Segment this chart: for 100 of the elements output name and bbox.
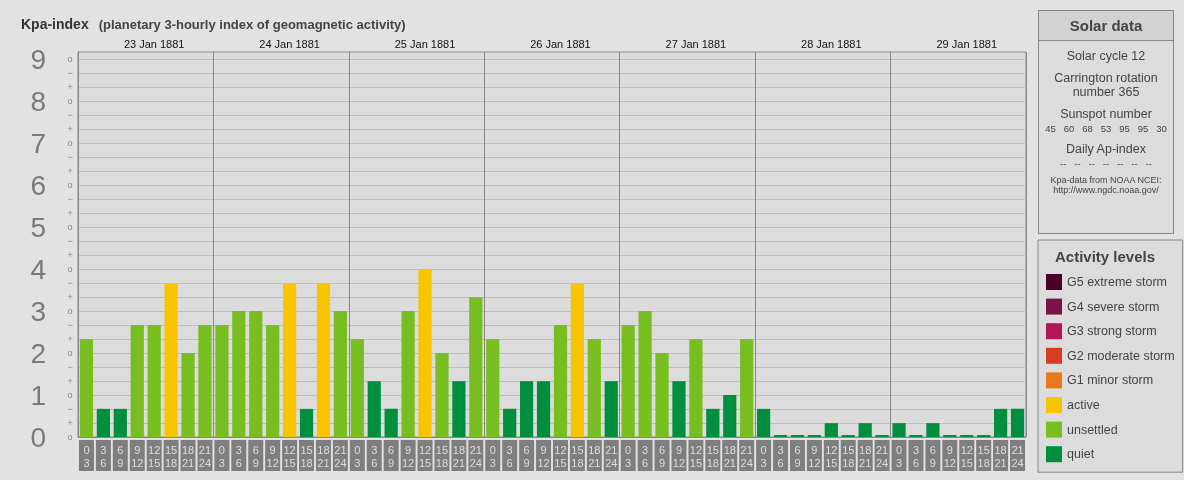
x-tick-label: 9 12 (266, 443, 279, 469)
x-tick-label: 18 21 (723, 443, 736, 469)
bar (570, 282, 584, 437)
bar (367, 381, 381, 437)
x-tick-label: 9 12 (672, 443, 686, 469)
x-tick-label: 21 24 (1011, 443, 1024, 469)
x-tick-label: 0 3 (354, 443, 361, 469)
text: − (67, 404, 73, 415)
text: + (67, 334, 73, 345)
text: − (67, 278, 73, 289)
bar (469, 297, 483, 437)
bar (892, 423, 906, 437)
bar (621, 324, 635, 437)
x-tick-label: 3 6 (642, 443, 649, 469)
bar (536, 381, 551, 437)
bar (384, 408, 398, 437)
text: o (67, 54, 73, 65)
text: Sunspot number (1059, 107, 1153, 121)
x-tick-label: 18 21 (994, 443, 1007, 469)
bar (452, 381, 466, 437)
legend-label: G5 extreme storm (1067, 275, 1168, 289)
bar (503, 408, 517, 437)
bar (215, 324, 229, 437)
x-tick-label: 0 3 (489, 443, 496, 469)
x-tick-label: 9 12 (537, 443, 550, 469)
x-tick-label: 3 6 (235, 443, 242, 469)
bar (638, 311, 652, 437)
text: 29 Jan 1881 (936, 38, 998, 50)
x-tick-label: 3 6 (506, 443, 513, 469)
text: 45 60 68 53 95 95 30 (1044, 123, 1168, 134)
x-tick-label: 18 21 (317, 443, 330, 469)
bar (655, 353, 669, 437)
text: + (67, 418, 73, 429)
x-tick-label: 15 18 (842, 443, 855, 469)
bar (757, 408, 771, 437)
text: 27 Jan 1881 (665, 38, 727, 50)
bar (130, 324, 144, 437)
text: o (67, 306, 73, 317)
x-tick-label: 21 24 (334, 443, 347, 469)
legend-label: G1 minor storm (1067, 373, 1154, 388)
y-tick-label: 5 (30, 211, 46, 243)
x-tick-label: 3 6 (912, 443, 920, 469)
bar (299, 408, 314, 437)
bar (689, 339, 703, 437)
text: − (67, 194, 73, 205)
x-tick-label: 0 3 (218, 443, 225, 469)
x-tick-label: 9 12 (131, 443, 144, 469)
x-tick-label: 6 9 (794, 443, 801, 469)
x-tick-label: 6 9 (929, 443, 936, 469)
y-tick-label: 3 (30, 295, 46, 327)
x-tick-label: 15 18 (300, 443, 313, 469)
x-tick-label: 21 24 (875, 443, 889, 469)
x-tick-label: 6 9 (388, 443, 395, 469)
text: Carrington rotation number 365 (1053, 71, 1159, 99)
x-tick-label: 15 18 (977, 443, 990, 469)
bar (553, 324, 568, 437)
bar (249, 311, 263, 437)
x-tick-label: 12 15 (554, 443, 567, 469)
y-tick-label: 1 (30, 379, 46, 411)
bar (333, 311, 347, 437)
bar (672, 381, 686, 437)
legend-label: unsettled (1067, 422, 1118, 437)
text: 25 Jan 1881 (394, 38, 456, 50)
text: o (67, 390, 73, 401)
x-tick-label: 3 6 (371, 443, 378, 469)
x-tick-label: 3 6 (100, 443, 107, 469)
x-tick-label: 6 9 (117, 443, 124, 469)
y-tick-label: 4 (30, 253, 46, 285)
x-tick-label: 0 3 (83, 443, 90, 469)
y-tick-label: 8 (30, 85, 46, 117)
text: o (67, 96, 73, 107)
legend-title: Activity levels (1054, 247, 1156, 265)
legend-label: G3 strong storm (1067, 324, 1157, 339)
x-tick-label: 6 9 (252, 443, 259, 469)
bar (486, 339, 500, 437)
bar (198, 324, 212, 437)
text: + (67, 376, 73, 387)
text: -- -- -- -- -- -- -- (1059, 158, 1153, 169)
text: 24 Jan 1881 (259, 38, 320, 50)
bar (926, 423, 940, 437)
chart-subtitle: (planetary 3-hourly index of geomagnetic activity) (98, 16, 406, 32)
bar (96, 408, 110, 437)
bar (520, 381, 534, 437)
x-tick-label: 12 15 (825, 443, 838, 469)
text: 23 Jan 1881 (123, 38, 185, 50)
bar (587, 339, 601, 437)
bar (994, 408, 1008, 437)
y-tick-label: 6 (30, 169, 46, 201)
text: o (67, 348, 73, 359)
text: o (67, 222, 73, 233)
bar (350, 339, 364, 437)
x-tick-label: 0 3 (760, 443, 767, 469)
legend-label: G2 moderate storm (1067, 348, 1175, 363)
bar (164, 282, 178, 437)
x-tick-label: 15 18 (164, 443, 178, 469)
y-tick-label: 7 (30, 127, 46, 159)
x-tick-label: 21 24 (469, 443, 482, 469)
bar (435, 353, 449, 437)
bar (401, 311, 415, 437)
text: − (67, 362, 73, 373)
